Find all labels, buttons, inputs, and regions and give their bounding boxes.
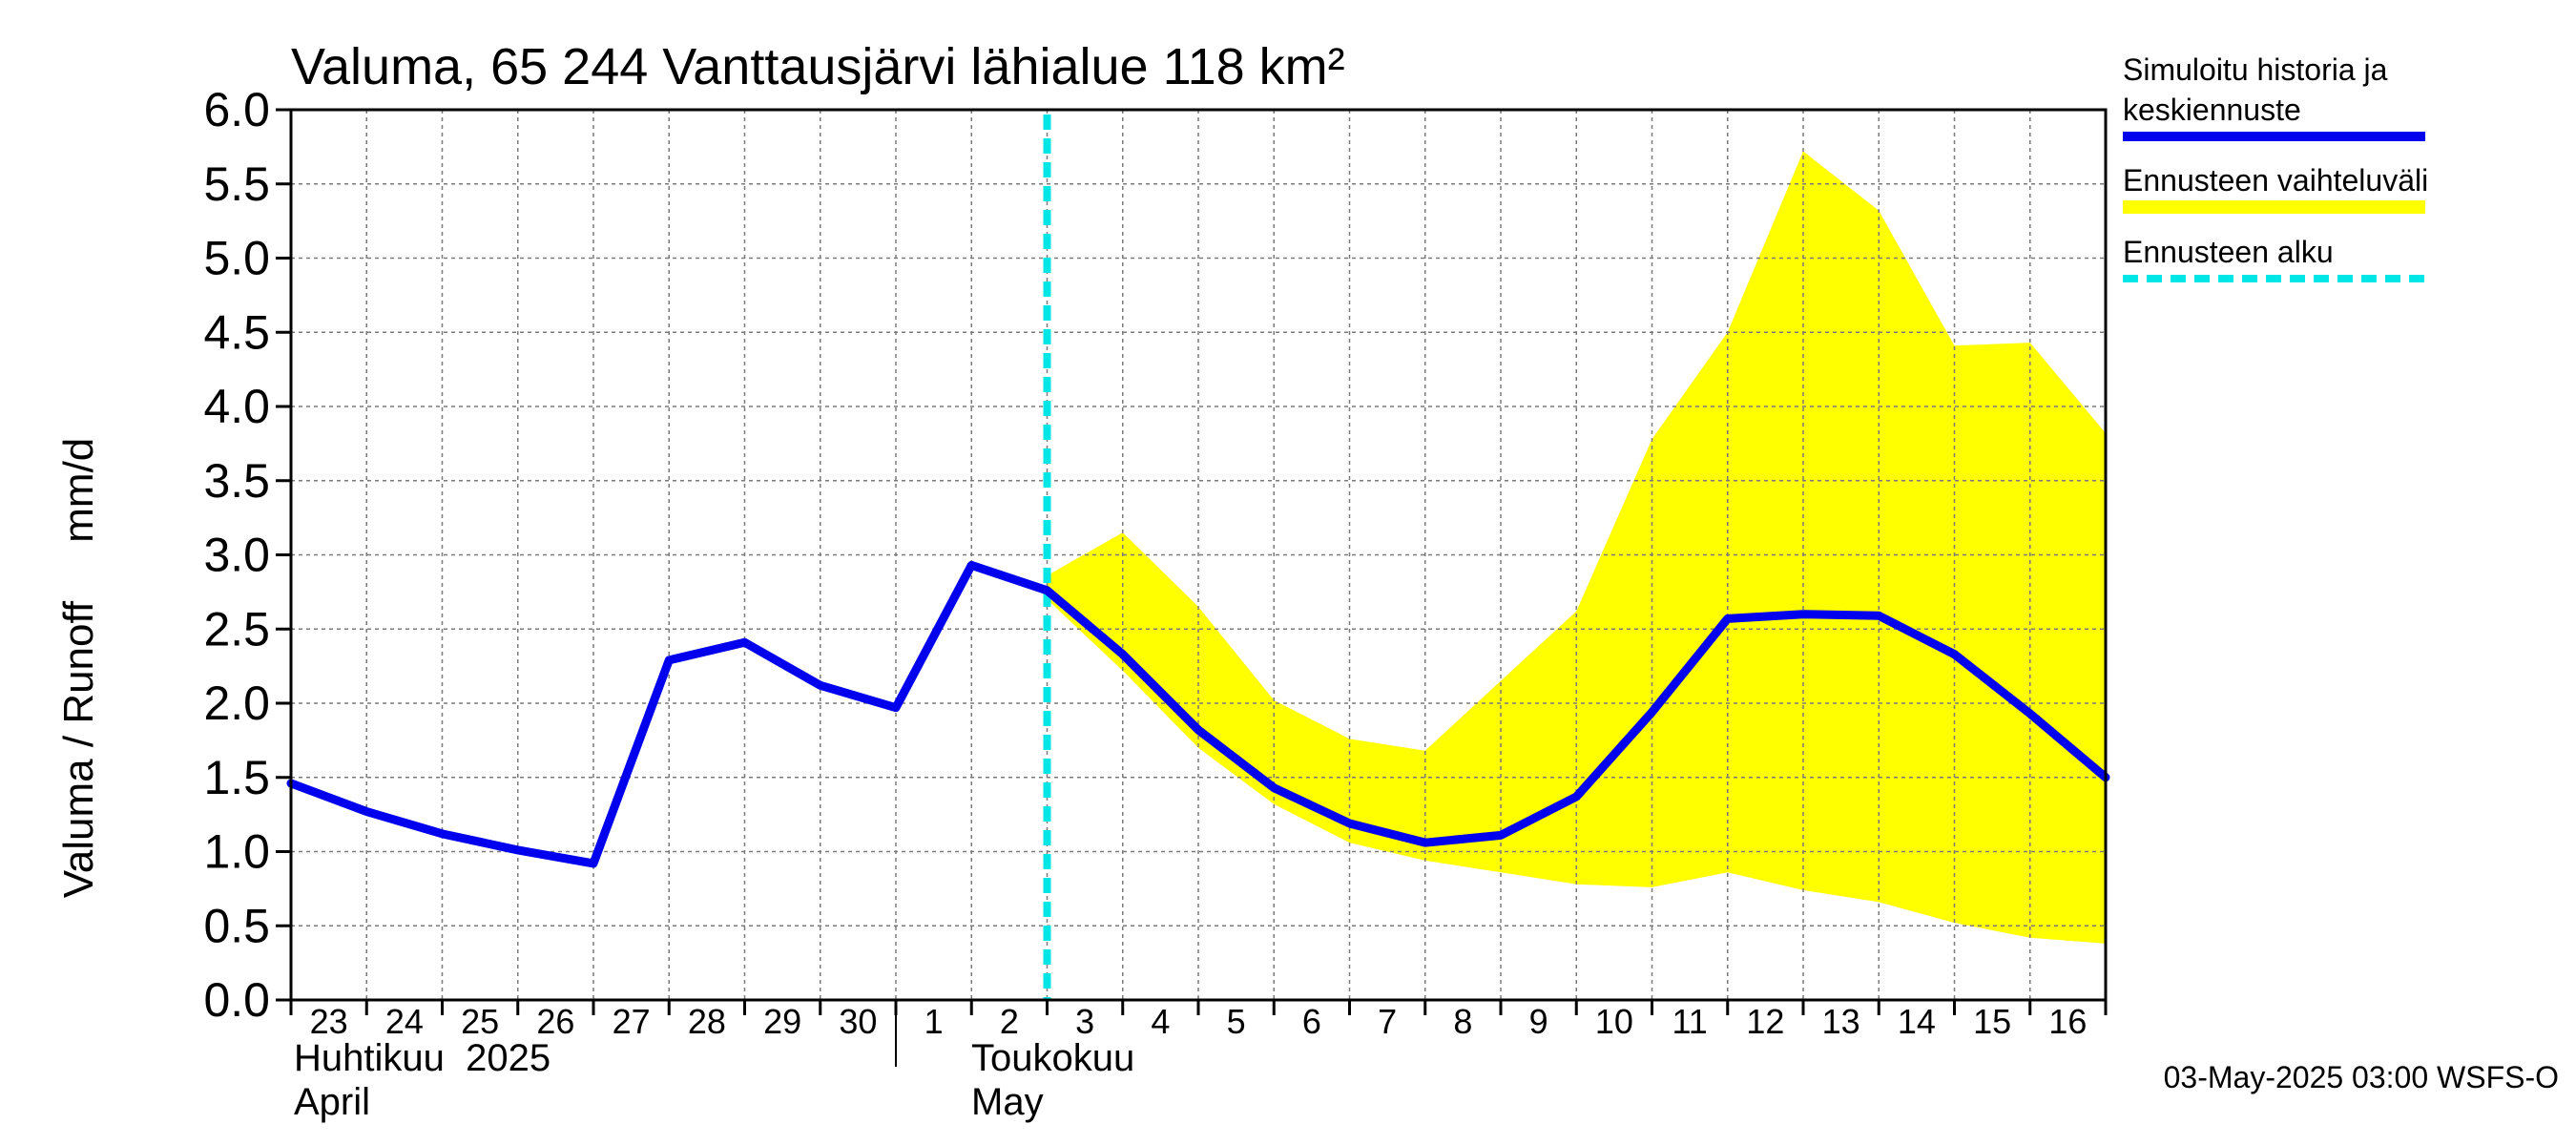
series-point-3 [515,847,520,852]
series-point-6 [742,640,747,645]
legend-label-forecast-start: Ennusteen alku [2123,235,2334,269]
series-point-1 [364,809,369,814]
month-label-april-fi: Huhtikuu 2025 [294,1037,551,1079]
x-tick-label-21: 14 [1898,1002,1936,1041]
x-tick-label-4: 27 [613,1002,651,1041]
x-tick-label-20: 13 [1822,1002,1860,1041]
y-tick-label-4: 2.0 [203,677,270,730]
series-point-10 [1045,588,1049,593]
y-tick-label-0: 0.0 [203,973,270,1027]
series-point-4 [592,861,595,865]
series-point-13 [1272,785,1277,790]
x-tick-label-8: 1 [924,1002,944,1041]
y-tick-label-12: 6.0 [203,83,270,136]
x-tick-label-11: 4 [1151,1002,1170,1041]
x-tick-label-0: 23 [310,1002,348,1041]
x-tick-label-2: 25 [461,1002,499,1041]
x-tick-label-7: 30 [839,1002,877,1041]
series-point-14 [1347,821,1352,825]
y-tick-label-8: 4.0 [203,380,270,433]
x-tick-label-15: 8 [1453,1002,1472,1041]
series-point-23 [2027,711,2032,716]
y-tick-label-5: 2.5 [203,602,270,656]
series-point-9 [969,563,974,568]
y-tick-label-6: 3.0 [203,529,270,582]
x-tick-label-6: 29 [763,1002,801,1041]
series-point-21 [1877,614,1881,618]
series-point-16 [1499,833,1503,838]
legend-label-range: Ennusteen vaihteluväli [2123,163,2428,198]
forecast-range-band [1047,151,2106,944]
legend-label-simulated-2: keskiennuste [2123,93,2301,127]
legend-label-simulated-1: Simuloitu historia ja [2123,52,2388,87]
series-point-20 [1801,612,1805,616]
y-tick-label-10: 5.0 [203,232,270,285]
y-tick-label-9: 4.5 [203,305,270,359]
series-point-18 [1650,710,1654,715]
series-point-7 [818,683,822,688]
series-point-19 [1725,616,1730,621]
x-tick-label-22: 15 [1973,1002,2011,1041]
series-point-22 [1952,652,1957,656]
x-tick-label-12: 5 [1227,1002,1246,1041]
series-point-15 [1423,841,1427,845]
forecast-band-layer [1047,151,2106,944]
x-tick-label-19: 12 [1746,1002,1784,1041]
x-tick-label-14: 7 [1378,1002,1397,1041]
x-tick-label-1: 24 [385,1002,424,1041]
series-point-5 [667,657,672,662]
y-tick-label-11: 5.5 [203,157,270,211]
x-tick-label-3: 26 [536,1002,574,1041]
chart-title: Valuma, 65 244 Vanttausjärvi lähialue 11… [291,38,1345,95]
series-point-11 [1120,652,1125,656]
month-label-may-fi: Toukokuu [971,1037,1134,1079]
legend: Simuloitu historia ja keskiennuste Ennus… [2123,52,2428,282]
x-tick-label-23: 16 [2048,1002,2087,1041]
x-tick-label-18: 11 [1672,1002,1707,1041]
series-point-12 [1196,727,1200,732]
x-tick-label-10: 3 [1075,1002,1094,1041]
y-tick-label-2: 1.0 [203,825,270,879]
x-tick-label-17: 10 [1595,1002,1633,1041]
series-point-17 [1574,794,1579,799]
axis-layer: 0.0 0.5 1.0 1.5 2.0 2.5 3.0 3.5 4.0 4.5 5.0 5.5 6.0 2… [203,83,2108,1067]
footer-timestamp: 03-May-2025 03:00 WSFS-O [2164,1060,2559,1094]
y-tick-label-7: 3.5 [203,454,270,508]
x-tick-label-16: 9 [1529,1002,1548,1041]
x-tick-label-5: 28 [688,1002,726,1041]
month-label-may-en: May [971,1081,1044,1123]
x-tick-label-13: 6 [1302,1002,1321,1041]
series-point-2 [440,831,445,836]
x-tick-label-9: 2 [1000,1002,1019,1041]
y-tick-label-1: 0.5 [203,899,270,952]
y-axis-label: Valuma / Runoff mm/d [55,438,102,899]
label-layer: Valuma, 65 244 Vanttausjärvi lähialue 11… [55,38,2559,1123]
y-tick-label-3: 1.5 [203,751,270,804]
series-point-8 [894,705,898,710]
month-label-april-en: April [294,1081,370,1123]
